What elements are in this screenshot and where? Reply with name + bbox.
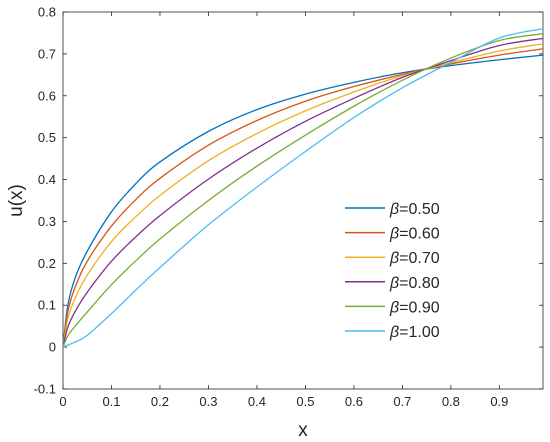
legend-label-0: β=0.50	[389, 201, 440, 218]
legend-beta-symbol: β	[389, 250, 399, 267]
x-tick-label: 0.4	[248, 394, 266, 409]
series-line-3	[62, 37, 544, 348]
y-tick-label: 0.6	[38, 88, 56, 103]
series-line-0	[62, 54, 544, 348]
series-line-5	[62, 28, 544, 348]
x-tick-label: 0.5	[296, 394, 314, 409]
legend-value: =1.00	[399, 324, 440, 341]
y-tick-label: 0.5	[38, 130, 56, 145]
legend: β=0.50β=0.60β=0.70β=0.80β=0.90β=1.00	[345, 201, 440, 341]
series-lines	[62, 28, 544, 348]
x-tick-label: 0.8	[442, 394, 460, 409]
legend-beta-symbol: β	[389, 299, 399, 316]
legend-beta-symbol: β	[389, 226, 399, 243]
legend-label-5: β=1.00	[389, 324, 440, 341]
legend-beta-symbol: β	[389, 324, 399, 341]
x-tick-label: 0.6	[345, 394, 363, 409]
y-tick-label: -0.1	[34, 382, 56, 397]
y-tick-label: 0.7	[38, 46, 56, 61]
axes	[62, 11, 544, 390]
legend-value: =0.90	[399, 299, 440, 316]
x-tick-label: 0.9	[490, 394, 508, 409]
x-tick-label: 0.1	[102, 394, 120, 409]
y-tick-label: 0.1	[38, 298, 56, 313]
plot-area	[62, 11, 544, 390]
legend-value: =0.60	[399, 226, 440, 243]
y-tick-label: 0	[49, 340, 56, 355]
legend-label-4: β=0.90	[389, 299, 440, 316]
x-tick-label: 0	[59, 394, 66, 409]
legend-label-1: β=0.60	[389, 226, 440, 243]
legend-value: =0.80	[399, 275, 440, 292]
legend-value: =0.70	[399, 250, 440, 267]
x-tick-label: 0.3	[199, 394, 217, 409]
y-tick-label: 0.8	[38, 5, 56, 20]
y-tick-label: 0.3	[38, 214, 56, 229]
x-axis-label: x	[298, 420, 308, 441]
legend-label-3: β=0.80	[389, 275, 440, 292]
legend-beta-symbol: β	[389, 275, 399, 292]
x-axis-ticks: 0 0.1 0.2 0.3 0.4 0.5 0.6 0.7 0.8 0.9	[59, 12, 508, 409]
x-tick-label: 0.7	[393, 394, 411, 409]
y-axis-label: u(x)	[6, 184, 27, 217]
legend-label-2: β=0.70	[389, 250, 440, 267]
series-line-4	[62, 33, 544, 348]
legend-beta-symbol: β	[389, 201, 399, 218]
y-axis-ticks: -0.1 0 0.1 0.2 0.3 0.4 0.5 0.6 0.7 0.8	[34, 5, 543, 397]
series-line-2	[62, 43, 544, 348]
y-tick-label: 0.4	[38, 172, 56, 187]
x-tick-label: 0.2	[151, 394, 169, 409]
legend-value: =0.50	[399, 201, 440, 218]
y-tick-label: 0.2	[38, 256, 56, 271]
